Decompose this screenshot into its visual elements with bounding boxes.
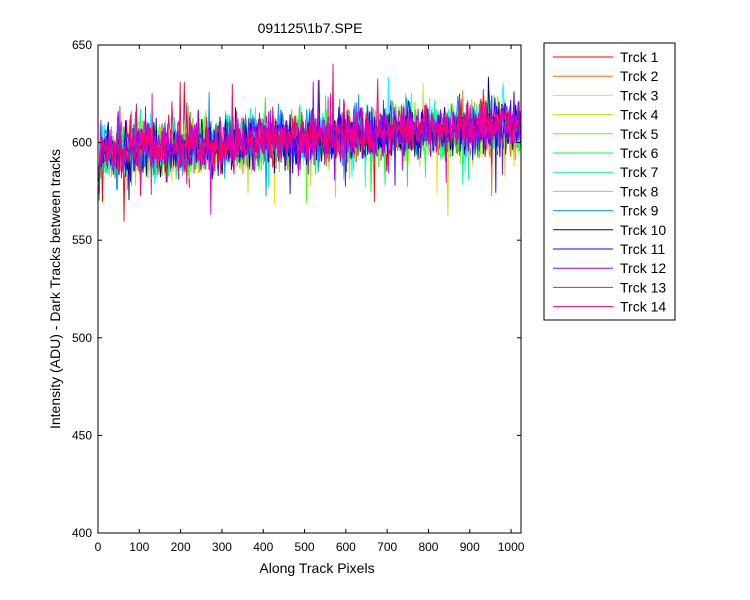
y-tick-label: 550 xyxy=(72,233,92,247)
legend-box xyxy=(543,42,676,321)
x-axis-label: Along Track Pixels xyxy=(259,560,374,576)
y-axis: 400 450 500 550 600 650 xyxy=(72,38,521,540)
legend-label-trck-13: Trck 13 xyxy=(620,279,666,295)
legend[interactable]: Trck 1 Trck 2 Trck 3 Trck 4 Trck 5 Trck 6 Trck… xyxy=(543,42,676,321)
plot-area xyxy=(97,44,522,534)
x-tick-label: 700 xyxy=(377,540,397,554)
series-line-trck-14 xyxy=(97,63,522,196)
y-tick-label: 500 xyxy=(72,331,92,345)
legend-label-trck-1: Trck 1 xyxy=(620,49,659,65)
legend-label-trck-4: Trck 4 xyxy=(620,107,659,123)
legend-label-trck-9: Trck 9 xyxy=(620,203,659,219)
y-tick-label: 400 xyxy=(72,526,92,540)
legend-label-trck-14: Trck 14 xyxy=(620,299,666,315)
y-tick-label: 600 xyxy=(72,136,92,150)
legend-label-trck-5: Trck 5 xyxy=(620,126,659,142)
y-axis-label: Intensity (ADU) - Dark Tracks between tr… xyxy=(47,149,63,429)
legend-label-trck-2: Trck 2 xyxy=(620,68,659,84)
x-tick-label: 400 xyxy=(253,540,273,554)
x-axis: 0 100 200 300 400 500 600 700 800 900 1000 xyxy=(95,45,525,554)
x-tick-label: 1000 xyxy=(498,540,525,554)
legend-label-trck-7: Trck 7 xyxy=(620,164,659,180)
x-tick-label: 600 xyxy=(336,540,356,554)
legend-items: Trck 1 Trck 2 Trck 3 Trck 4 Trck 5 Trck 6 Trck… xyxy=(553,49,666,315)
x-tick-label: 200 xyxy=(171,540,191,554)
legend-label-trck-3: Trck 3 xyxy=(620,87,659,103)
x-tick-label: 500 xyxy=(295,540,315,554)
legend-label-trck-10: Trck 10 xyxy=(620,222,666,238)
x-tick-label: 0 xyxy=(95,540,102,554)
series-line-trck-13 xyxy=(97,93,522,215)
y-tick-label: 650 xyxy=(72,38,92,52)
legend-label-trck-6: Trck 6 xyxy=(620,145,659,161)
series-group xyxy=(97,63,522,222)
legend-label-trck-8: Trck 8 xyxy=(620,183,659,199)
chart-title: 091125\1b7.SPE xyxy=(258,20,363,36)
legend-label-trck-11: Trck 11 xyxy=(620,241,665,257)
y-tick-label: 450 xyxy=(72,428,92,442)
x-tick-label: 100 xyxy=(129,540,149,554)
x-tick-label: 900 xyxy=(460,540,480,554)
x-tick-label: 300 xyxy=(212,540,232,554)
plot-frame xyxy=(97,44,522,534)
x-tick-label: 800 xyxy=(418,540,438,554)
legend-label-trck-12: Trck 12 xyxy=(620,260,666,276)
